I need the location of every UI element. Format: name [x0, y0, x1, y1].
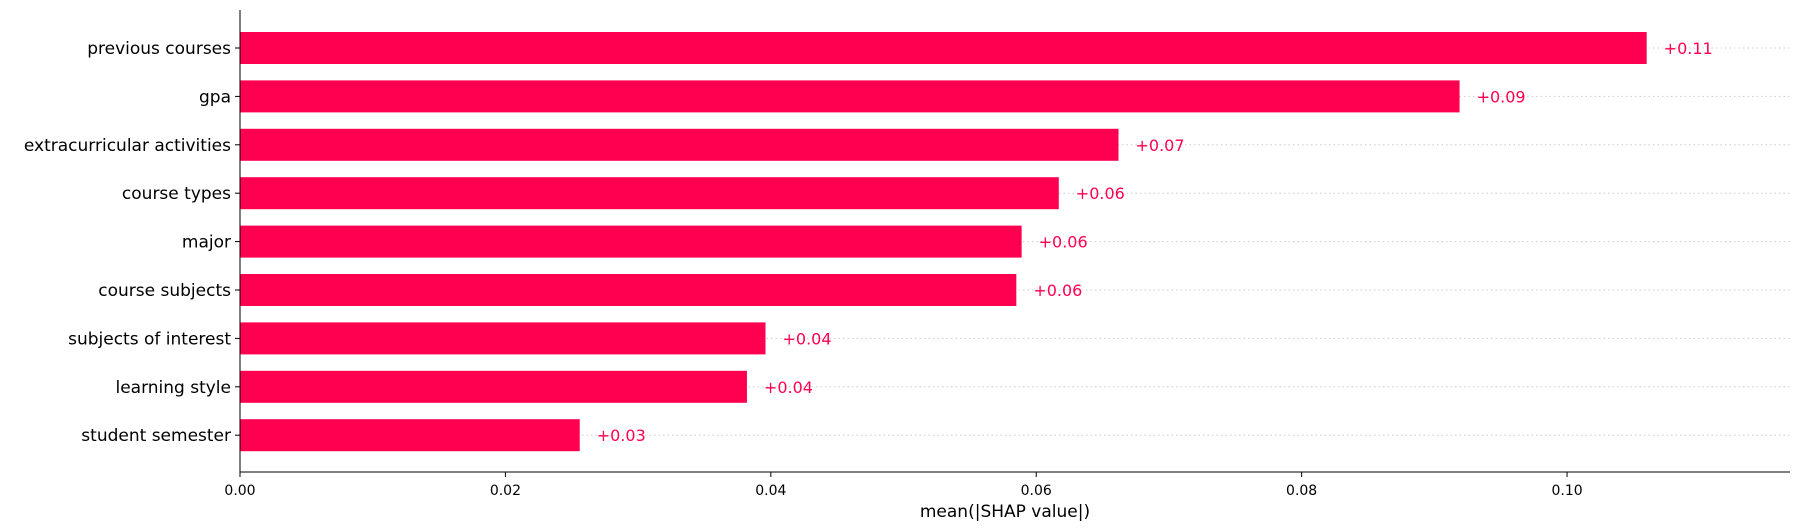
bar [240, 322, 766, 355]
bar-value-label: +0.06 [1076, 184, 1125, 203]
bar [240, 370, 747, 403]
bar [240, 128, 1119, 161]
bar-value-label: +0.04 [783, 329, 832, 348]
bar [240, 32, 1647, 64]
value-labels: +0.11 +0.09 +0.07 +0.06 +0.06 +0.06 +0.04 +0.04… [597, 39, 1713, 445]
category-label: subjects of interest [68, 329, 231, 349]
x-tick-label: 0.02 [490, 483, 521, 499]
x-tick-label: 0.08 [1286, 483, 1317, 499]
category-label: student semester [81, 426, 231, 446]
x-tick-label: 0.00 [224, 483, 255, 499]
bar [240, 80, 1460, 113]
x-tick-label: 0.06 [1021, 483, 1052, 499]
bar-value-label: +0.09 [1477, 87, 1526, 106]
bar-value-label: +0.11 [1664, 39, 1713, 58]
category-label: extracurricular activities [24, 136, 231, 156]
category-label: major [182, 233, 231, 253]
bar [240, 225, 1022, 258]
category-labels: previous courses gpa extracurricular activ… [24, 39, 231, 446]
bar-value-label: +0.04 [764, 378, 813, 397]
bar [240, 177, 1059, 210]
bar [240, 274, 1017, 306]
x-axis-title: mean(|SHAP value|) [920, 502, 1090, 522]
bar-value-label: +0.06 [1033, 281, 1082, 300]
axes: 0.00 0.02 0.04 0.06 0.08 0.10 [224, 10, 1790, 499]
bar [240, 419, 580, 452]
category-label: course types [122, 184, 231, 204]
category-label: gpa [199, 87, 231, 107]
bar-value-label: +0.07 [1136, 136, 1185, 155]
category-label: learning style [115, 378, 231, 398]
x-tick-label: 0.04 [755, 483, 786, 499]
bars [240, 32, 1647, 452]
x-tick-label: 0.10 [1551, 483, 1582, 499]
bar-value-label: +0.03 [597, 426, 646, 445]
category-label: previous courses [87, 39, 231, 59]
bar-value-label: +0.06 [1039, 233, 1088, 252]
category-label: course subjects [98, 281, 231, 301]
